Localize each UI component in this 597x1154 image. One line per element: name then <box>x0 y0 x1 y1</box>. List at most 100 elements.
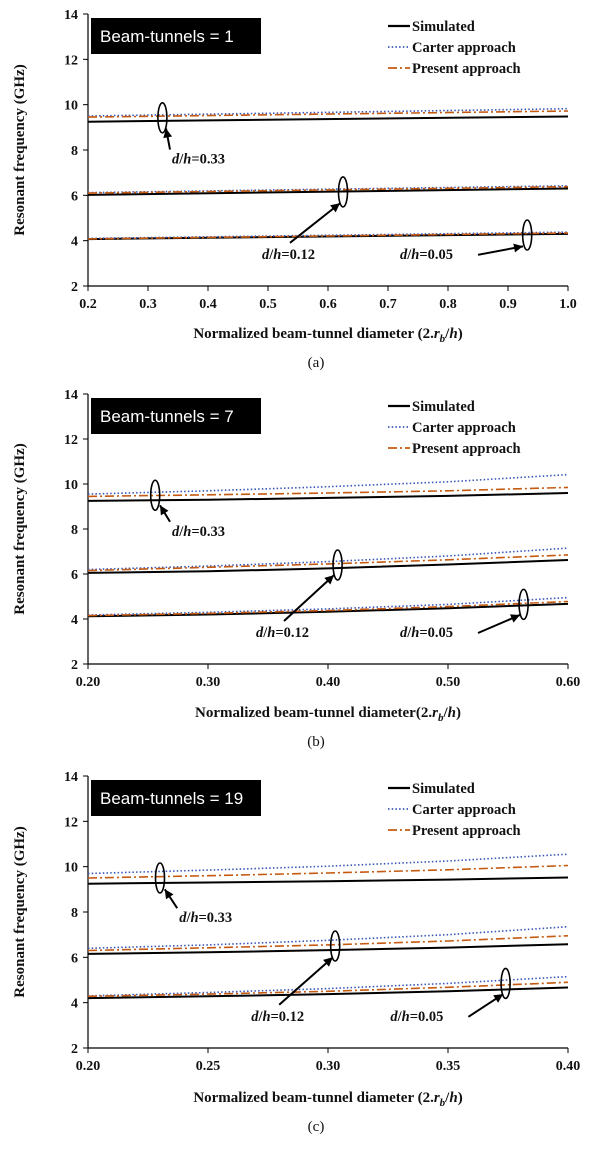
annotation-d: d <box>172 152 180 168</box>
x-tick-label: 0.50 <box>436 675 461 690</box>
x-tick-label: 0.4 <box>199 297 217 312</box>
series-line-dashdot-2 <box>87 185 569 194</box>
annotation-label: d/h=0.33 <box>172 152 225 168</box>
y-tick-label: 2 <box>71 1042 78 1057</box>
y-tick-label: 8 <box>71 144 78 159</box>
series-line-dashdot-2 <box>87 935 569 952</box>
annotation-slash: / <box>268 247 274 263</box>
panel-caption: (a) <box>308 355 325 371</box>
series-line-dashdot-2 <box>87 554 569 572</box>
annotation-ellipse <box>337 176 349 208</box>
x-tick-label: 0.40 <box>556 1059 581 1074</box>
y-tick-label: 2 <box>71 658 78 673</box>
y-tick-label: 12 <box>64 433 78 448</box>
annotation-d: d <box>179 910 187 926</box>
y-tick-label: 8 <box>71 906 78 921</box>
x-tick-label: 0.7 <box>379 297 397 312</box>
annotation-arrowhead <box>330 203 340 213</box>
annotation-arrowhead <box>163 128 173 139</box>
y-axis-label: Resonant frequency (GHz) <box>12 826 28 997</box>
annotation-arrowhead <box>160 505 169 516</box>
annotation-arrowhead <box>513 243 523 253</box>
annotation-d: d <box>390 1009 398 1025</box>
x-label-main: Normalized beam-tunnel diameter(2. <box>195 705 432 721</box>
annotation-label: d/h=0.12 <box>256 625 309 641</box>
series-line-solid-1 <box>87 492 569 502</box>
annotation-arrow <box>278 956 334 1006</box>
legend-label: Present approach <box>412 61 521 77</box>
x-label-close: ) <box>456 705 461 721</box>
series-line-dotted-2 <box>87 547 569 571</box>
chart-title: Beam-tunnels = 1 <box>100 27 234 46</box>
y-tick-label: 10 <box>64 478 78 493</box>
series-line-solid-2 <box>87 943 569 955</box>
legend-label: Simulated <box>412 399 475 415</box>
x-label-subscript: b <box>438 712 444 724</box>
annotation-arrow <box>289 202 341 244</box>
annotation-value: =0.05 <box>419 247 453 263</box>
annotation-arrowhead <box>164 889 174 900</box>
legend-label: Carter approach <box>412 420 516 436</box>
annotation-label: d/h=0.33 <box>172 524 225 540</box>
annotation-h: h <box>267 625 275 641</box>
annotation-d: d <box>251 1009 259 1025</box>
chart-title: Beam-tunnels = 19 <box>100 789 243 808</box>
legend-label: Simulated <box>412 781 475 797</box>
annotation-slash: / <box>406 247 412 263</box>
x-label-r: r <box>434 326 440 342</box>
x-label-slash: / <box>444 326 450 342</box>
x-tick-label: 0.60 <box>556 675 581 690</box>
y-tick-label: 12 <box>64 53 78 68</box>
x-label-subscript: b <box>440 1097 446 1109</box>
x-tick-label: 0.3 <box>139 297 157 312</box>
series-line-dotted-3 <box>87 596 569 616</box>
x-label-h: h <box>449 326 457 342</box>
legend-label: Carter approach <box>412 802 516 818</box>
annotation-value: =0.12 <box>275 625 309 641</box>
annotation-ellipse <box>149 479 161 512</box>
series-line-dashdot-3 <box>87 232 569 240</box>
x-tick-label: 0.20 <box>76 675 101 690</box>
x-tick-label: 0.30 <box>196 675 221 690</box>
x-label-close: ) <box>458 1090 463 1106</box>
series-line-dotted-1 <box>87 473 569 495</box>
x-label-r: r <box>434 1090 440 1106</box>
annotation-h: h <box>183 152 191 168</box>
legend-label: Carter approach <box>412 40 516 56</box>
annotation-d: d <box>256 625 264 641</box>
annotation-label: d/h=0.12 <box>262 247 315 263</box>
x-tick-label: 0.30 <box>316 1059 341 1074</box>
series-line-dotted-1 <box>87 107 569 117</box>
annotation-ellipse <box>518 588 529 621</box>
x-tick-label: 0.2 <box>79 297 97 312</box>
annotation-label: d/h=0.12 <box>251 1009 304 1025</box>
series-line-dashdot-1 <box>87 864 569 879</box>
y-tick-label: 4 <box>71 613 78 628</box>
annotation-value: =0.05 <box>419 625 453 641</box>
series-line-dashdot-1 <box>87 110 569 118</box>
series-line-dotted-2 <box>87 925 569 950</box>
title-box <box>91 18 261 54</box>
title-box <box>91 780 261 816</box>
y-axis-label: Resonant frequency (GHz) <box>12 64 28 235</box>
x-axis-label: Normalized beam-tunnel diameter (2.rb/h) <box>193 1090 462 1109</box>
annotation-ellipse <box>157 102 168 134</box>
annotation-label: d/h=0.05 <box>400 625 453 641</box>
x-label-main: Normalized beam-tunnel diameter (2. <box>193 1090 434 1106</box>
x-label-close: ) <box>458 326 463 342</box>
annotation-h: h <box>262 1009 270 1025</box>
legend-label: Simulated <box>412 19 475 35</box>
series-line-dashdot-3 <box>87 600 569 617</box>
series-line-solid-3 <box>87 986 569 1000</box>
x-tick-label: 0.8 <box>439 297 457 312</box>
y-tick-label: 14 <box>64 8 78 23</box>
y-tick-label: 10 <box>64 99 78 114</box>
x-tick-label: 0.5 <box>259 297 277 312</box>
annotation-d: d <box>262 247 270 263</box>
title-box <box>91 398 261 434</box>
annotation-ellipse <box>500 967 511 1000</box>
legend-label: Present approach <box>412 441 521 457</box>
annotation-h: h <box>402 1009 410 1025</box>
